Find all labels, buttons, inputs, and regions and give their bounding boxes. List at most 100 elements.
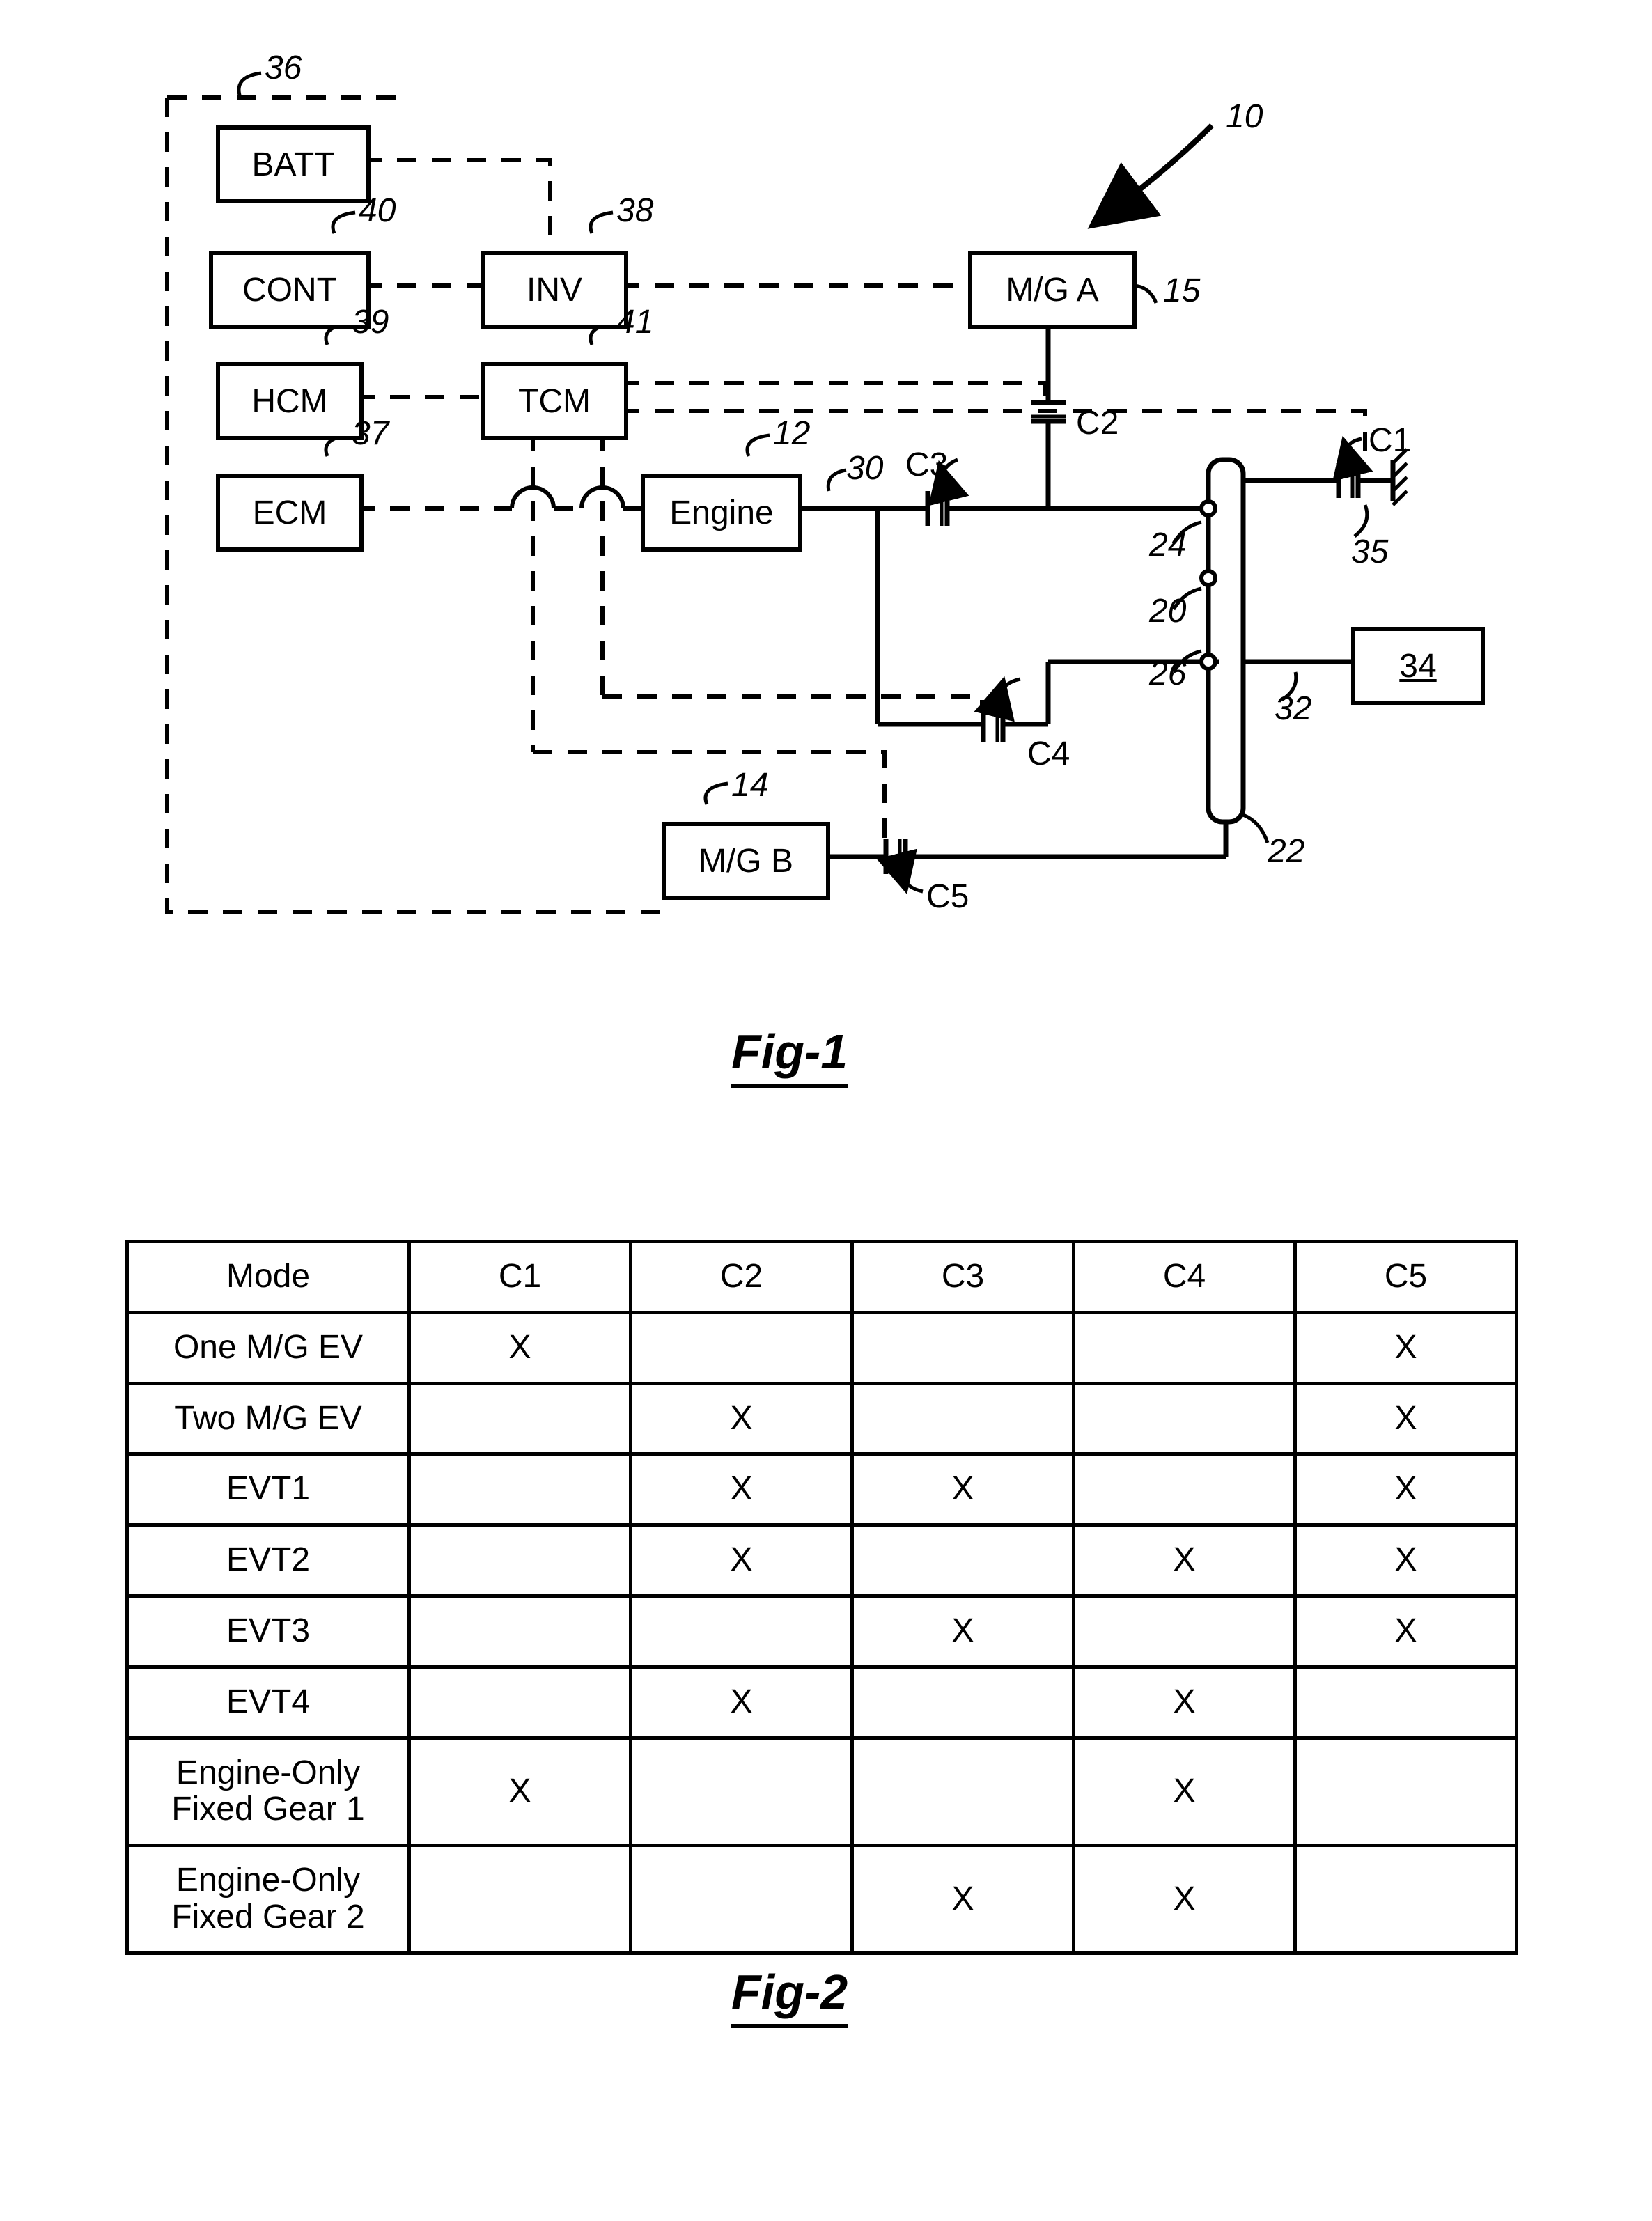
cell-c2: X [631, 1454, 852, 1525]
cell-c5 [1295, 1667, 1517, 1738]
box-hcm: HCM [216, 362, 364, 440]
cell-c4: X [1074, 1738, 1295, 1846]
cell-c1 [410, 1846, 631, 1954]
cell-mode: EVT4 [127, 1667, 410, 1738]
lbl-c1: C1 [1369, 421, 1411, 460]
cell-mode: Engine-Only Fixed Gear 2 [127, 1846, 410, 1954]
box-tcm-label: TCM [518, 382, 591, 421]
cell-c4 [1074, 1596, 1295, 1667]
box-ecm: ECM [216, 474, 364, 552]
box-mgb: M/G B [662, 822, 830, 900]
cell-c5: X [1295, 1383, 1517, 1454]
cell-mode: EVT2 [127, 1525, 410, 1596]
fig1-caption: Fig-1 [731, 1024, 848, 1088]
cell-mode: EVT3 [127, 1596, 410, 1667]
cell-c5: X [1295, 1525, 1517, 1596]
col-c2: C2 [631, 1242, 852, 1313]
cell-c4: X [1074, 1525, 1295, 1596]
box-cont: CONT [209, 251, 371, 329]
ref-32: 32 [1275, 689, 1311, 728]
cell-c3 [852, 1667, 1074, 1738]
lbl-c5: C5 [926, 878, 969, 916]
ref-24: 24 [1149, 526, 1186, 564]
box-tcm: TCM [481, 362, 628, 440]
table-row: EVT3XX [127, 1596, 1517, 1667]
cell-c5: X [1295, 1596, 1517, 1667]
cell-c2 [631, 1596, 852, 1667]
cell-mode: EVT1 [127, 1454, 410, 1525]
cell-c2 [631, 1738, 852, 1846]
ref-14: 14 [731, 766, 768, 804]
cell-mode: One M/G EV [127, 1312, 410, 1383]
lbl-c3: C3 [905, 446, 948, 484]
cell-c1 [410, 1667, 631, 1738]
col-mode: Mode [127, 1242, 410, 1313]
col-c4: C4 [1074, 1242, 1295, 1313]
ref-38: 38 [616, 192, 653, 230]
cell-c2 [631, 1312, 852, 1383]
cell-c3 [852, 1738, 1074, 1846]
col-c3: C3 [852, 1242, 1074, 1313]
ref-26: 26 [1149, 655, 1186, 693]
ref-39: 39 [352, 303, 389, 341]
ref-20: 20 [1149, 592, 1186, 630]
cell-c2 [631, 1846, 852, 1954]
fig2-table-wrap: Mode C1 C2 C3 C4 C5 One M/G EVXXTwo M/G … [125, 1240, 1518, 1955]
ref-30: 30 [846, 449, 883, 488]
table-row: Engine-Only Fixed Gear 2 XX [127, 1846, 1517, 1954]
lbl-c2: C2 [1076, 404, 1119, 442]
cell-c2: X [631, 1667, 852, 1738]
cell-mode: Engine-Only Fixed Gear 1 [127, 1738, 410, 1846]
cell-c1 [410, 1525, 631, 1596]
table-row: EVT2XXX [127, 1525, 1517, 1596]
table-row: EVT1XXX [127, 1454, 1517, 1525]
ref-10: 10 [1226, 98, 1263, 136]
box-engine: Engine [641, 474, 802, 552]
cell-c3: X [852, 1454, 1074, 1525]
ref-35: 35 [1351, 533, 1388, 571]
table-header-row: Mode C1 C2 C3 C4 C5 [127, 1242, 1517, 1313]
fig1-caption-text: Fig-1 [731, 1024, 848, 1079]
fig1-diagram: BATT CONT HCM ECM INV TCM Engine M/G A M… [125, 70, 1518, 1045]
box-batt-label: BATT [251, 146, 334, 184]
cell-c2: X [631, 1525, 852, 1596]
cell-c3 [852, 1525, 1074, 1596]
box-hcm-label: HCM [251, 382, 327, 421]
ref-12: 12 [773, 414, 810, 453]
lbl-c4: C4 [1027, 735, 1070, 773]
ref-37: 37 [352, 414, 389, 453]
box-out: 34 [1351, 627, 1485, 705]
ref-41: 41 [616, 303, 653, 341]
cell-c3 [852, 1383, 1074, 1454]
box-mga-label: M/G A [1006, 271, 1098, 309]
cell-c4 [1074, 1383, 1295, 1454]
col-c5: C5 [1295, 1242, 1517, 1313]
box-inv-label: INV [527, 271, 582, 309]
ref-36: 36 [265, 49, 302, 87]
cell-c1 [410, 1454, 631, 1525]
fig2-caption-text: Fig-2 [731, 1965, 848, 2019]
cell-c4: X [1074, 1846, 1295, 1954]
cell-c5 [1295, 1738, 1517, 1846]
cell-c1 [410, 1383, 631, 1454]
cell-c1: X [410, 1738, 631, 1846]
cell-c3: X [852, 1846, 1074, 1954]
page: BATT CONT HCM ECM INV TCM Engine M/G A M… [0, 0, 1652, 2221]
cell-c5: X [1295, 1312, 1517, 1383]
cell-c4: X [1074, 1667, 1295, 1738]
fig2-caption: Fig-2 [731, 1964, 848, 2028]
cell-c2: X [631, 1383, 852, 1454]
table-row: Two M/G EV X X [127, 1383, 1517, 1454]
ref-40: 40 [359, 192, 396, 230]
box-batt: BATT [216, 125, 371, 203]
cell-c1 [410, 1596, 631, 1667]
box-ecm-label: ECM [253, 494, 327, 532]
modes-table: Mode C1 C2 C3 C4 C5 One M/G EVXXTwo M/G … [125, 1240, 1518, 1955]
box-inv: INV [481, 251, 628, 329]
cell-mode: Two M/G EV [127, 1383, 410, 1454]
cell-c3 [852, 1312, 1074, 1383]
box-engine-label: Engine [669, 494, 773, 532]
ref-22: 22 [1268, 832, 1304, 871]
box-mgb-label: M/G B [699, 842, 793, 880]
ref-15: 15 [1163, 272, 1200, 310]
